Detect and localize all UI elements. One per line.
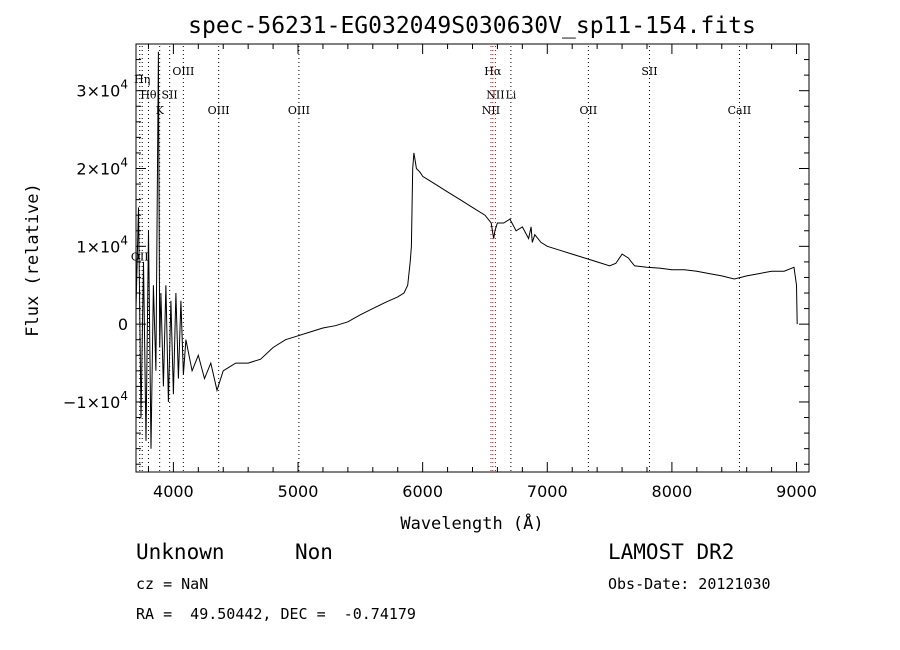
emission-line-label: OIII: [172, 65, 194, 78]
axis-ticks: 4000 5000 6000 7000 8000 9000 −1×104 0 1×104 2×10…: [63, 43, 817, 501]
emission-line-label: OIII: [208, 104, 230, 117]
emission-line-label: NII: [482, 104, 500, 117]
x-tick-label: 7000: [527, 482, 568, 501]
spectrum-series: [135, 51, 798, 449]
chart-title: spec-56231-EG032049S030630V_sp11-154.fit…: [188, 13, 756, 39]
emission-line-label: Li: [505, 88, 516, 101]
y-tick-label: 3×104: [76, 78, 128, 101]
y-tick-label: 2×104: [76, 156, 128, 179]
x-tick-label: 6000: [402, 482, 443, 501]
emission-line-label: NII: [486, 88, 504, 101]
emission-line-label: SII: [162, 88, 178, 101]
survey-label: LAMOST DR2: [608, 540, 735, 564]
x-axis-label: Wavelength (Å): [400, 512, 543, 534]
spectrum-line: [135, 51, 798, 449]
subclass-label: Non: [295, 540, 333, 564]
y-axis-label: Flux (relative): [23, 183, 43, 337]
radec-text: RA = 49.50442, DEC = -0.74179: [136, 605, 416, 623]
plot-frame: [135, 43, 810, 473]
y-tick-label: 0: [118, 315, 128, 334]
cz-text: cz = NaN: [136, 575, 209, 593]
emission-line-label: OIII: [288, 104, 310, 117]
class-label: Unknown: [136, 540, 225, 564]
emission-line-label: Hθ: [140, 88, 157, 101]
emission-line-label: K: [156, 104, 165, 117]
x-tick-label: 4000: [153, 482, 194, 501]
emission-line-label: OII: [580, 104, 598, 117]
y-tick-label: 1×104: [76, 233, 128, 256]
x-tick-label: 9000: [776, 482, 817, 501]
obs-date-text: Obs-Date: 20121030: [608, 575, 771, 593]
emission-line-label: OII: [131, 250, 149, 263]
y-tick-label: −1×104: [63, 389, 128, 412]
emission-line-label: Hη: [134, 73, 150, 86]
x-tick-label: 8000: [652, 482, 693, 501]
emission-line-label: Hα: [484, 65, 502, 78]
emission-line-label: CaII: [728, 104, 752, 117]
x-tick-label: 5000: [278, 482, 319, 501]
emission-line-label: SII: [641, 65, 657, 78]
